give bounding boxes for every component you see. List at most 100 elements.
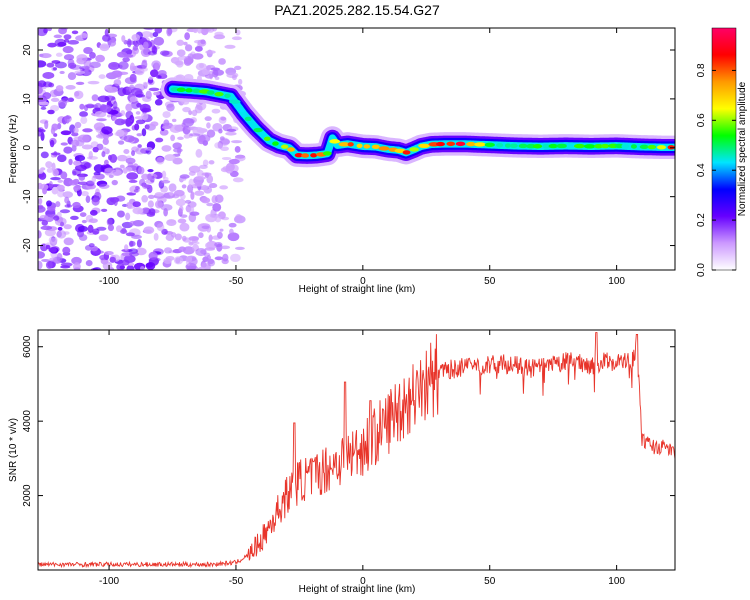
spectrogram-noise-blob bbox=[96, 226, 107, 231]
spectrogram-noise-blob bbox=[38, 230, 42, 239]
spectrogram-noise-blob bbox=[73, 185, 81, 191]
spectrogram-noise-blob bbox=[85, 259, 93, 267]
spectrogram-noise-blob bbox=[228, 222, 237, 228]
ridge-core bbox=[504, 143, 511, 148]
spectrogram-noise-blob bbox=[48, 82, 55, 88]
spectrogram-noise-blob bbox=[45, 244, 51, 250]
ridge-core bbox=[418, 143, 430, 148]
spectrogram-noise-blob bbox=[78, 174, 86, 181]
spectrogram-noise-blob bbox=[125, 157, 136, 165]
ridge-core bbox=[647, 144, 657, 150]
spectrogram-noise-blob bbox=[89, 61, 101, 69]
spectrogram-noise-blob bbox=[125, 118, 131, 127]
spectrogram-noise-blob bbox=[40, 106, 47, 110]
spectrogram-noise-blob bbox=[184, 32, 191, 40]
snr-frame bbox=[37, 329, 676, 571]
spectrogram-noise-blob bbox=[48, 236, 58, 244]
spectrogram-noise-blob bbox=[143, 184, 151, 189]
ridge-core bbox=[518, 143, 528, 149]
spectrogram-noise-blob bbox=[234, 214, 243, 223]
spectrogram-noise-blob bbox=[47, 28, 52, 32]
spectrogram-noise-blob bbox=[129, 62, 135, 72]
spectrogram-noise-blob bbox=[219, 185, 229, 190]
spectrogram-noise-blob bbox=[210, 67, 221, 71]
spectrogram-noise-blob bbox=[117, 210, 125, 218]
spectrogram-noise-blob bbox=[128, 179, 138, 183]
spectrogram-noise-blob bbox=[111, 115, 117, 121]
spectrogram-noise-blob bbox=[60, 142, 68, 146]
spectrogram-noise-blob bbox=[177, 136, 184, 141]
spectrogram-noise-blob bbox=[55, 52, 63, 57]
spectrogram-noise-blob bbox=[56, 184, 65, 191]
spectrogram-noise-blob bbox=[72, 201, 81, 209]
spectrogram-noise-blob bbox=[121, 35, 126, 43]
ridge-core bbox=[244, 116, 252, 122]
ridge-core bbox=[556, 143, 568, 149]
spectrogram-noise-blob bbox=[52, 168, 59, 177]
spectrogram-noise-blob bbox=[64, 204, 73, 208]
spectrogram-noise-blob bbox=[159, 129, 169, 136]
spectrogram-noise-blob bbox=[201, 185, 208, 191]
spectrogram-noise-blob bbox=[147, 194, 155, 199]
spectrogram-noise-blob bbox=[50, 97, 60, 102]
ridge-core bbox=[264, 136, 271, 142]
spectrogram-noise-blob bbox=[42, 187, 48, 195]
spectrogram-noise-blob bbox=[164, 154, 176, 161]
spectrogram-noise-blob bbox=[126, 172, 139, 180]
spectrogram-noise-blob bbox=[79, 103, 85, 110]
spectrogram-noise-blob bbox=[123, 148, 130, 155]
spectrogram-noise-blob bbox=[212, 202, 222, 212]
spectrogram-noise-blob bbox=[60, 171, 68, 180]
spectrogram-noise-blob bbox=[93, 191, 102, 201]
spectrogram-noise-blob bbox=[231, 140, 243, 144]
spectrogram-noise-blob bbox=[214, 242, 223, 248]
spectrogram-noise-blob bbox=[163, 119, 170, 127]
spectrogram-noise-blob bbox=[202, 159, 209, 167]
spectrogram-noise-blob bbox=[101, 126, 113, 135]
spectrogram-noise-blob bbox=[58, 28, 67, 35]
snr-x-label: Height of straight line (km) bbox=[299, 584, 416, 595]
ridge-core bbox=[566, 143, 574, 149]
spectrogram-noise-blob bbox=[83, 46, 93, 55]
spectrogram-noise-blob bbox=[72, 170, 77, 176]
spectrogram-y-tick-label: -20 bbox=[22, 238, 33, 253]
spectrogram-noise-blob bbox=[101, 208, 108, 212]
spectrogram-noise-blob bbox=[135, 111, 141, 115]
ridge-core bbox=[229, 99, 241, 104]
spectrogram-noise-blob bbox=[180, 214, 188, 218]
spectrogram-noise-blob bbox=[99, 104, 112, 113]
ridge-core bbox=[455, 141, 466, 147]
spectrogram-noise-blob bbox=[199, 164, 208, 169]
spectrogram-noise-blob bbox=[225, 166, 234, 174]
spectrogram-noise-blob bbox=[184, 44, 193, 52]
spectrogram-noise-blob bbox=[139, 44, 144, 51]
spectrogram-noise-blob bbox=[89, 209, 98, 216]
spectrogram-noise-blob bbox=[205, 242, 210, 248]
snr-series-line bbox=[38, 332, 675, 569]
spectrogram-noise-blob bbox=[43, 28, 48, 34]
spectrogram-noise-blob bbox=[73, 262, 81, 270]
spectrogram-noise-blob bbox=[190, 191, 195, 200]
snr-x-tick-label: 100 bbox=[608, 576, 625, 587]
spectrogram-noise-blob bbox=[49, 139, 55, 148]
spectrogram-noise-blob bbox=[188, 110, 193, 116]
spectrogram-noise-blob bbox=[156, 75, 162, 79]
spectrogram-noise-blob bbox=[45, 261, 53, 269]
spectrogram-noise-blob bbox=[109, 256, 116, 263]
spectrogram-noise-blob bbox=[87, 224, 94, 233]
spectrogram-noise-blob bbox=[142, 81, 148, 86]
ridge-core bbox=[236, 107, 245, 113]
spectrogram-noise-blob bbox=[68, 158, 73, 166]
spectrogram-noise-blob bbox=[181, 184, 187, 189]
spectrogram-noise-blob bbox=[144, 147, 153, 151]
spectrogram-noise-blob bbox=[75, 81, 85, 85]
ridge-core bbox=[630, 144, 637, 149]
spectrogram-noise-blob bbox=[174, 60, 184, 66]
spectrogram-noise-blob bbox=[174, 233, 182, 241]
snr-y-tick-label: 6000 bbox=[22, 335, 33, 358]
spectrogram-noise-blob bbox=[71, 30, 79, 35]
spectrogram-noise-blob bbox=[71, 132, 79, 137]
spectrogram-noise-blob bbox=[116, 154, 128, 162]
spectrogram-noise-blob bbox=[96, 118, 107, 122]
